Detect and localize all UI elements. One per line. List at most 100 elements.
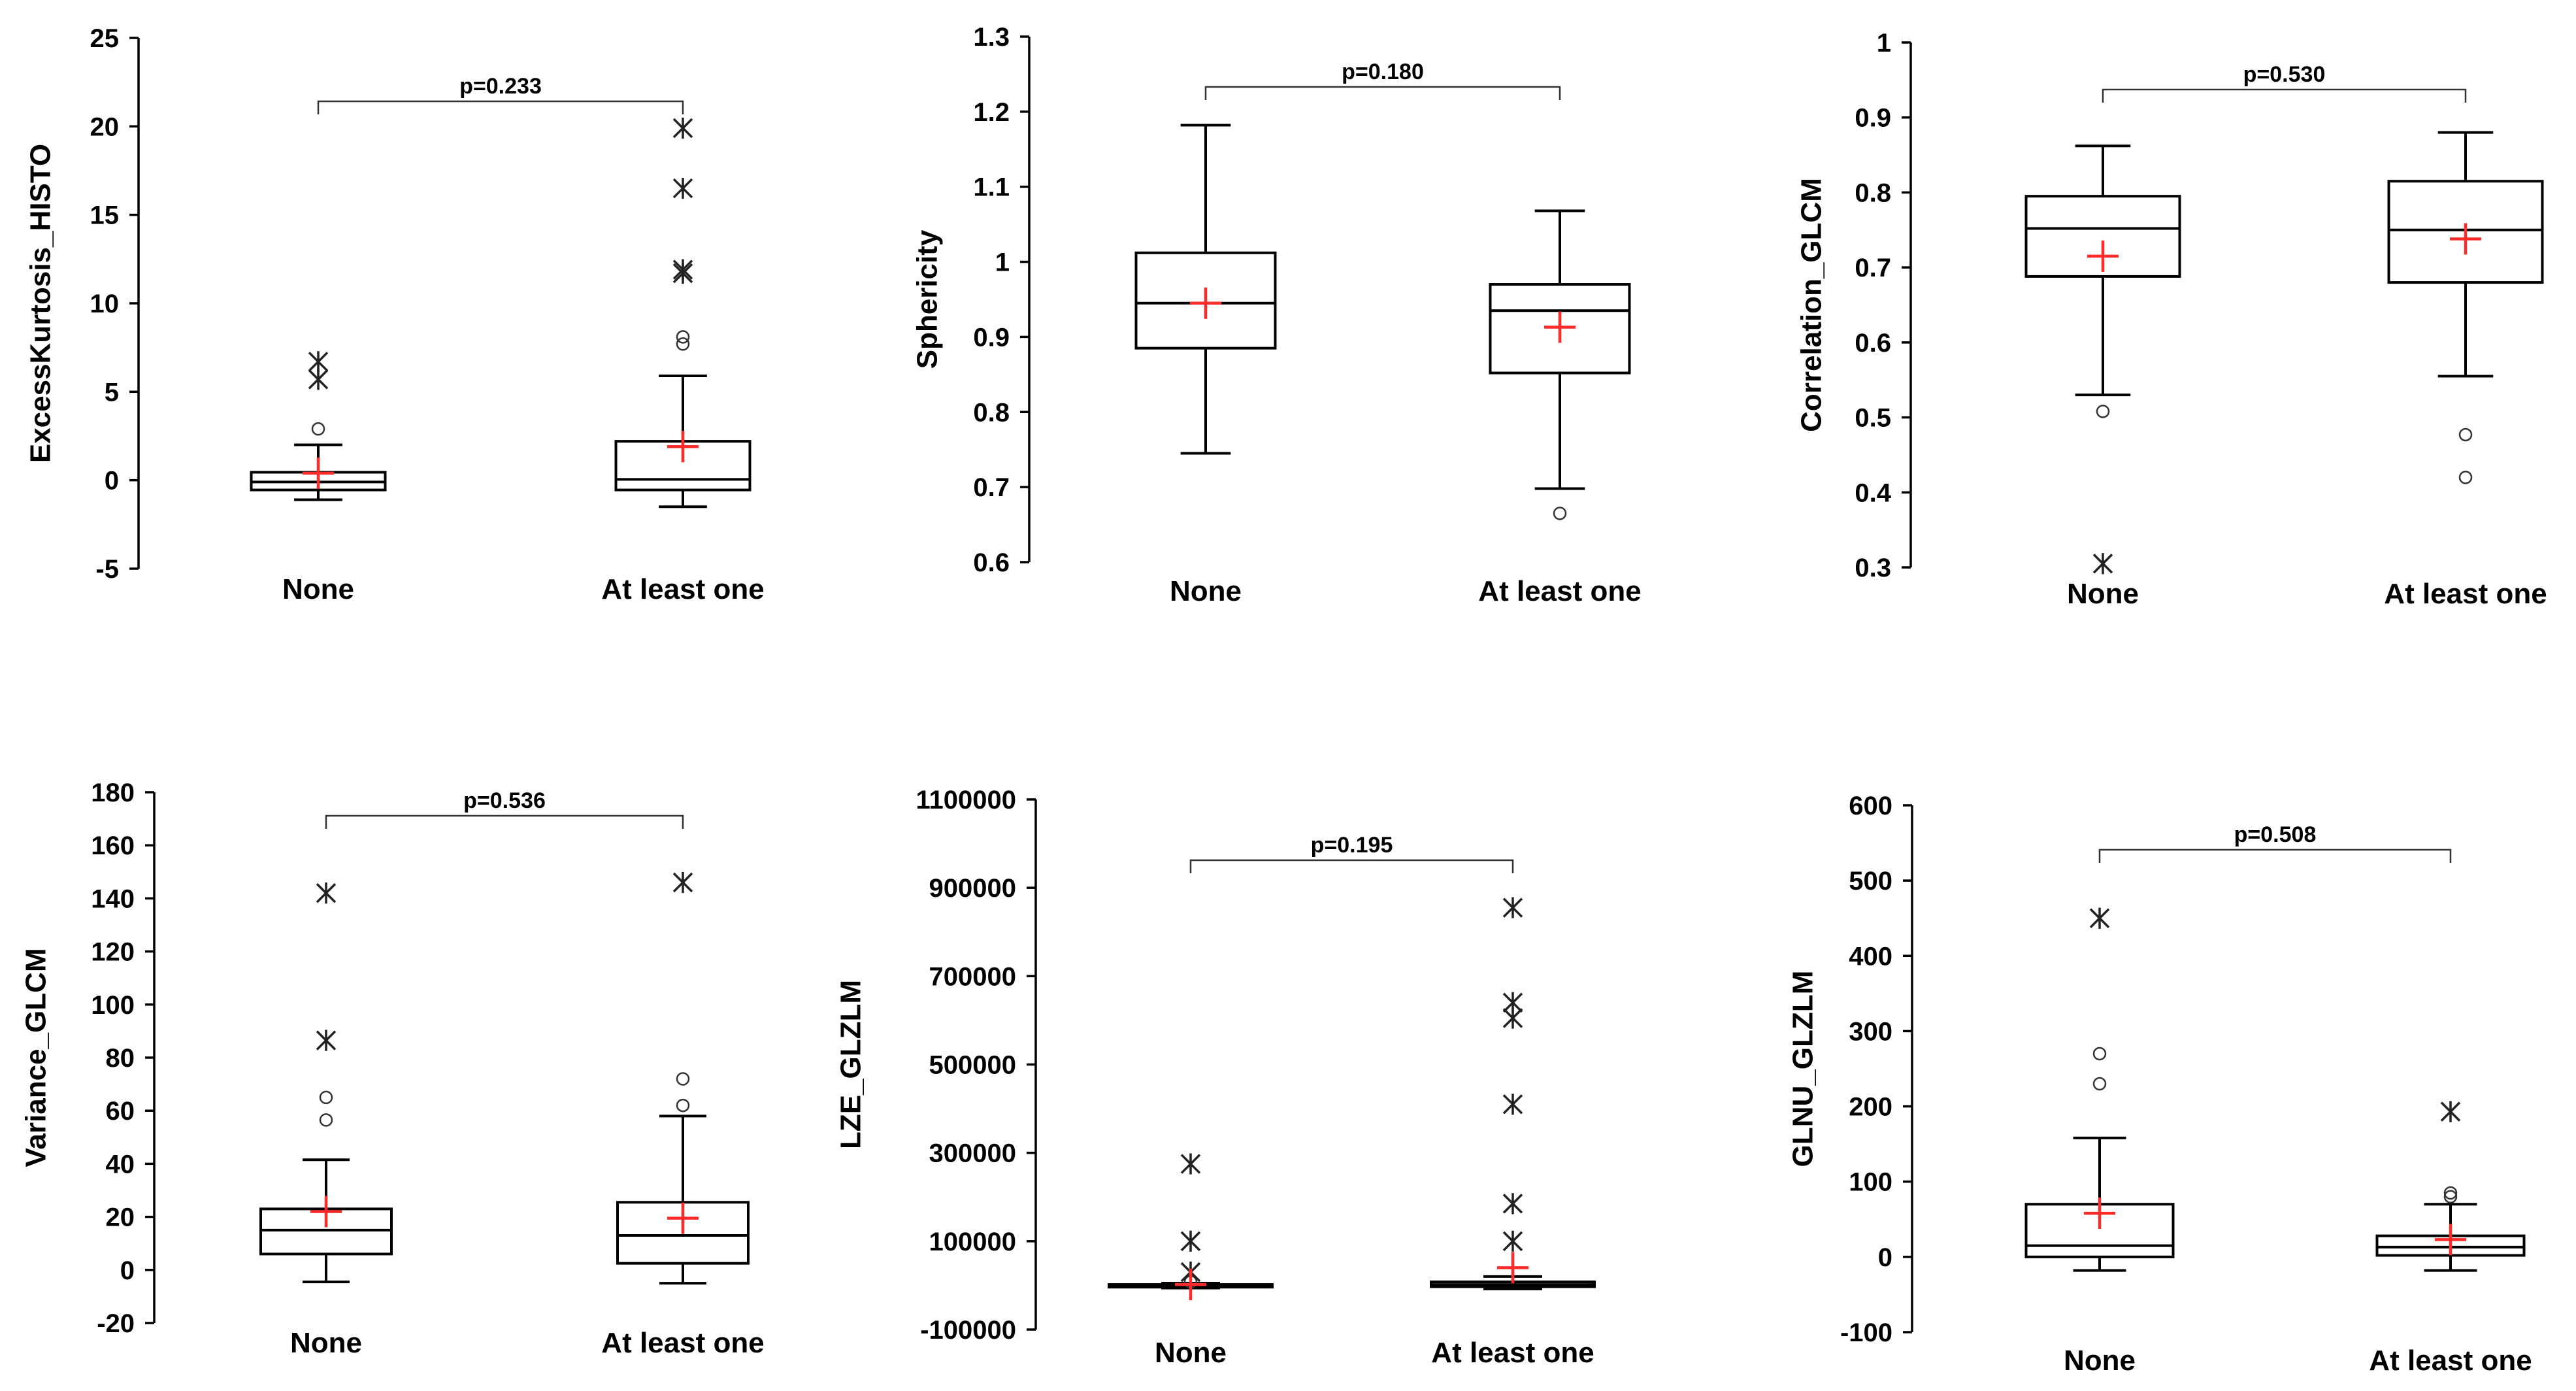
p-value-label: p=0.508 — [2234, 822, 2317, 847]
y-tick-label: 0.9 — [1855, 104, 1891, 133]
y-tick-label: 900000 — [929, 874, 1016, 903]
outlier-circle — [311, 422, 325, 436]
category-label: At least one — [1431, 1337, 1594, 1369]
mean-marker — [303, 457, 334, 489]
p-value-label: p=0.180 — [1342, 59, 1424, 84]
outlier-star — [1502, 1230, 1523, 1252]
p-value-bracket — [2102, 88, 2467, 103]
box-plot-at-least-one — [1489, 209, 1631, 520]
p-value-bracket — [1204, 86, 1561, 100]
mean-marker — [667, 1202, 699, 1234]
category-label: None — [1170, 575, 1242, 607]
y-tick-label: 5 — [105, 378, 119, 407]
outlier-star — [316, 1030, 337, 1051]
y-tick-label: 0.7 — [1855, 254, 1891, 282]
y-axis-title: ExcessKurtosis_HISTO — [25, 144, 57, 463]
box-plot-none — [259, 882, 393, 1284]
chart-panel-3: 0.3 0.4 0.5 0.6 0.7 0.8 0.9 1 Correlation_GLCM No… — [1796, 29, 2547, 610]
category-label: None — [2064, 1345, 2136, 1377]
y-tick-label: 0.5 — [1855, 404, 1891, 433]
y-tick-label: 0.8 — [973, 398, 1010, 427]
category-label: None — [1155, 1337, 1227, 1369]
p-value-bracket — [325, 814, 684, 829]
mean-marker — [1190, 287, 1221, 319]
outlier-circle — [2092, 1077, 2107, 1091]
outlier-circle — [2096, 405, 2110, 418]
y-tick-label: 0 — [105, 467, 119, 495]
outlier-star — [672, 117, 693, 139]
p-value-bracket — [2098, 848, 2452, 863]
box-plot-at-least-one — [616, 871, 750, 1285]
outlier-circle — [2458, 427, 2473, 442]
chart-panel-2: 0.6 0.7 0.8 0.9 1 1.1 1.2 1.3 Sphericity None At l… — [912, 23, 1642, 607]
category-label: At least one — [2369, 1345, 2532, 1377]
mean-marker — [2435, 1224, 2466, 1256]
y-tick-label: 400 — [1849, 942, 1892, 971]
outlier-star — [672, 177, 693, 199]
outlier-circle — [2092, 1047, 2107, 1061]
y-tick-label: 20 — [90, 112, 120, 141]
y-tick-label: -5 — [95, 555, 119, 584]
y-tick-label: -100 — [1840, 1318, 1892, 1347]
y-tick-label: -20 — [97, 1309, 135, 1338]
y-tick-label: 25 — [90, 24, 120, 53]
outlier-circle — [1553, 507, 1567, 520]
chart-panel-5: -100000 100000 300000 500000 700000 900000 110… — [835, 786, 1596, 1369]
outlier-star — [316, 882, 337, 904]
outlier-circle — [2443, 1190, 2458, 1203]
y-tick-label: 1.1 — [973, 173, 1010, 202]
mean-marker — [1544, 311, 1576, 343]
y-tick-label: 700000 — [929, 962, 1016, 991]
mean-marker — [310, 1196, 342, 1228]
y-tick-label: 1.2 — [973, 98, 1010, 127]
p-value-label: p=0.530 — [2243, 62, 2326, 87]
y-tick-label: 1 — [1877, 29, 1891, 58]
outlier-star — [308, 351, 329, 373]
p-value-label: p=0.195 — [1311, 833, 1393, 858]
y-tick-label: 0.8 — [1855, 178, 1891, 207]
y-tick-label: 0.6 — [973, 548, 1010, 577]
outlier-star — [2092, 553, 2113, 575]
box-plot-none — [1108, 1153, 1274, 1301]
y-tick-label: 120 — [91, 938, 135, 967]
y-tick-label: 0 — [120, 1256, 135, 1285]
category-label: None — [2067, 578, 2139, 610]
category-label: At least one — [601, 1327, 764, 1359]
y-axis-title: GLNU_GLZLM — [1787, 971, 1819, 1167]
y-tick-label: 160 — [91, 831, 135, 860]
outlier-star — [2440, 1101, 2461, 1122]
y-tick-label: 300 — [1849, 1017, 1892, 1046]
y-tick-label: 180 — [91, 779, 135, 807]
mean-marker — [2084, 1198, 2115, 1230]
y-tick-label: 100 — [1849, 1168, 1892, 1197]
y-tick-label: 10 — [90, 290, 120, 318]
mean-marker — [2450, 223, 2481, 255]
y-tick-label: 0 — [1878, 1243, 1892, 1272]
y-axis-title: LZE_GLZLM — [835, 980, 867, 1149]
y-tick-label: 0.3 — [1855, 554, 1891, 582]
category-label: None — [290, 1327, 362, 1359]
outlier-star — [672, 871, 693, 894]
y-tick-label: 1.3 — [973, 23, 1010, 52]
chart-panel-1: -5 0 5 10 15 20 25 ExcessKurtosis_HISTO None At l… — [25, 24, 765, 605]
y-tick-label: 0.7 — [973, 473, 1010, 502]
outlier-star — [1502, 1094, 1523, 1115]
outlier-circle — [2443, 1186, 2458, 1200]
y-tick-label: 0.4 — [1855, 478, 1891, 507]
outlier-star — [2089, 907, 2110, 929]
box-plot-none — [250, 351, 387, 501]
y-tick-label: 60 — [106, 1097, 135, 1126]
y-axis-title: Correlation_GLCM — [1796, 178, 1828, 432]
y-tick-label: 0.6 — [1855, 329, 1891, 358]
chart-panel-6: -100 0 100 200 300 400 500 600 GLNU_GLZLM None At … — [1787, 792, 2532, 1377]
y-tick-label: 80 — [106, 1044, 135, 1073]
outlier-circle — [676, 330, 690, 344]
box-plot-at-least-one — [1430, 897, 1596, 1290]
outlier-circle — [2458, 471, 2473, 484]
outlier-circle — [676, 337, 690, 351]
p-value-label: p=0.536 — [463, 788, 546, 813]
y-tick-label: 500000 — [929, 1051, 1016, 1080]
category-label: None — [282, 573, 354, 605]
y-axis-title: Sphericity — [912, 229, 944, 369]
